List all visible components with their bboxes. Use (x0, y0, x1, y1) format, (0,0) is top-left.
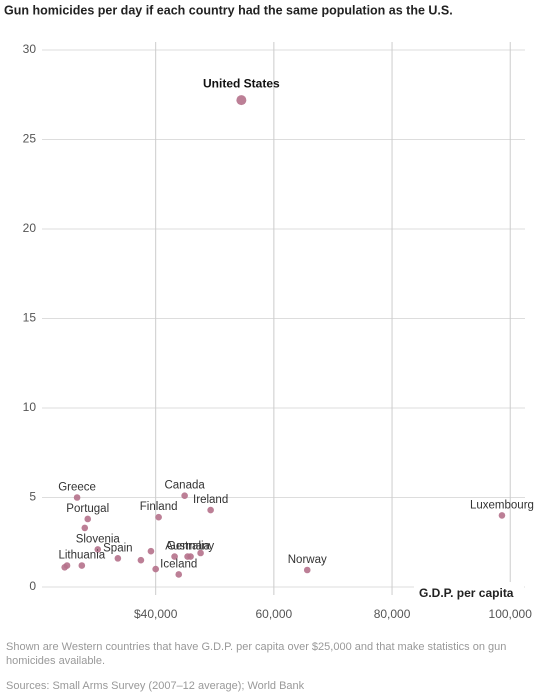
x-tick-label: 100,000 (489, 607, 533, 621)
x-tick-label: 80,000 (374, 607, 411, 621)
notes: Shown are Western countries that have G.… (6, 641, 507, 667)
y-tick-label: 5 (29, 490, 36, 504)
x-tick-label: $40,000 (134, 607, 178, 621)
point-label: Ireland (193, 494, 228, 506)
x-tick-label: 60,000 (256, 607, 293, 621)
point (207, 506, 214, 514)
point (61, 564, 68, 571)
point-label: Greece (58, 482, 96, 494)
point-label: Luxembourg (470, 499, 534, 511)
point-label: Portugal (66, 503, 109, 515)
y-tick-label: 30 (23, 42, 37, 56)
point (175, 571, 183, 578)
point (236, 95, 247, 106)
point-label: Spain (103, 542, 132, 554)
point (81, 524, 89, 532)
point (94, 546, 102, 553)
source: Sources: Small Arms Survey (2007–12 aver… (6, 680, 305, 692)
chart: Gun homicides per day if each country ha… (4, 3, 534, 621)
y-tick-label: 25 (23, 132, 37, 146)
point (303, 566, 311, 574)
point (197, 549, 204, 557)
point (171, 553, 178, 560)
point-label: Canada (164, 480, 205, 492)
point-label: Lithuania (58, 550, 105, 562)
point-label: Slovenia (76, 533, 121, 545)
y-tick-label: 20 (23, 221, 37, 235)
point-label: Australia (165, 541, 210, 553)
point (498, 512, 506, 519)
y-tick-label: 0 (29, 579, 36, 593)
point (152, 565, 159, 573)
point (114, 555, 122, 562)
chart-title: Gun homicides per day if each country ha… (4, 3, 453, 17)
axis-label-bg (414, 582, 524, 604)
point (155, 513, 162, 521)
y-tick-label: 10 (23, 400, 37, 414)
x-axis-label: G.D.P. per capita (419, 586, 514, 600)
point-label: Iceland (160, 559, 197, 571)
point-label: Germany (167, 541, 215, 553)
point (184, 553, 191, 560)
point (147, 547, 155, 555)
point (73, 494, 81, 501)
point (137, 556, 145, 564)
point-label: Norway (288, 554, 327, 566)
y-tick-label: 15 (23, 311, 37, 325)
point (84, 515, 92, 523)
point-label: United States (203, 76, 280, 90)
point-label: Finland (140, 501, 178, 513)
point (181, 492, 188, 500)
point (78, 562, 86, 569)
